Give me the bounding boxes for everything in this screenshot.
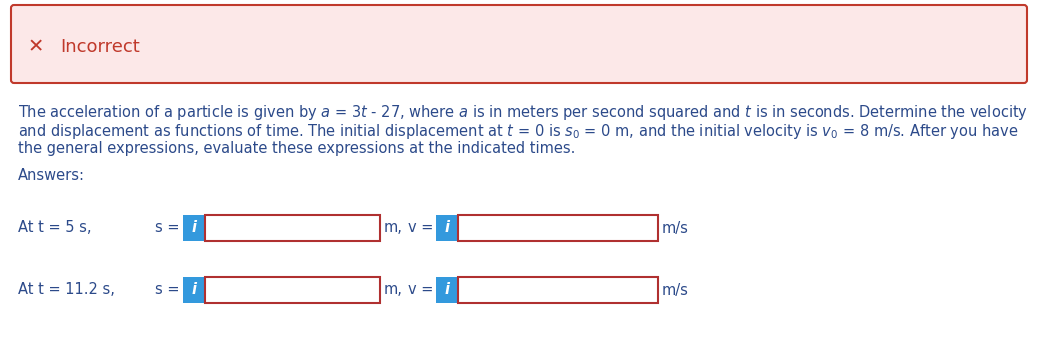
Text: Answers:: Answers:	[18, 168, 85, 183]
FancyBboxPatch shape	[436, 277, 458, 303]
FancyBboxPatch shape	[183, 215, 204, 241]
Text: i: i	[191, 282, 196, 298]
FancyBboxPatch shape	[458, 277, 658, 303]
Text: and displacement as functions of time. The initial displacement at $t$ = 0 is $s: and displacement as functions of time. T…	[18, 122, 1018, 141]
Text: m,: m,	[384, 221, 403, 236]
FancyBboxPatch shape	[204, 215, 380, 241]
Text: i: i	[191, 221, 196, 236]
Text: the general expressions, evaluate these expressions at the indicated times.: the general expressions, evaluate these …	[18, 141, 575, 156]
FancyBboxPatch shape	[11, 5, 1027, 83]
Text: s =: s =	[155, 221, 180, 236]
Text: m/s: m/s	[662, 282, 689, 298]
FancyBboxPatch shape	[204, 277, 380, 303]
Text: Incorrect: Incorrect	[60, 38, 140, 56]
FancyBboxPatch shape	[458, 215, 658, 241]
Text: At t = 11.2 s,: At t = 11.2 s,	[18, 282, 115, 298]
Text: The acceleration of a particle is given by $a$ = 3$t$ - 27, where $a$ is in mete: The acceleration of a particle is given …	[18, 103, 1028, 122]
Text: m/s: m/s	[662, 221, 689, 236]
Text: m,: m,	[384, 282, 403, 298]
Text: At t = 5 s,: At t = 5 s,	[18, 221, 91, 236]
Text: v =: v =	[408, 282, 434, 298]
FancyBboxPatch shape	[436, 215, 458, 241]
Text: v =: v =	[408, 221, 434, 236]
Text: s =: s =	[155, 282, 180, 298]
Text: i: i	[444, 282, 449, 298]
FancyBboxPatch shape	[183, 277, 204, 303]
Text: ✕: ✕	[28, 37, 45, 56]
Text: i: i	[444, 221, 449, 236]
